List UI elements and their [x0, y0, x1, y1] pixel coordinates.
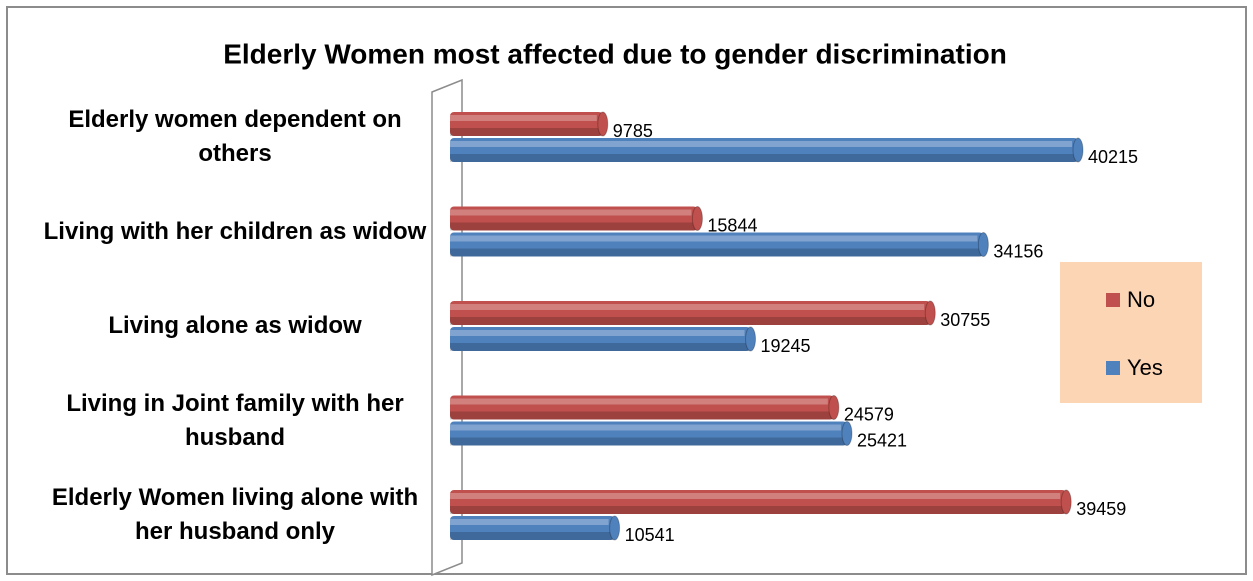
bar [450, 327, 751, 351]
bar-cap [745, 326, 757, 352]
bar-cap [691, 206, 703, 231]
bar-cap [977, 232, 989, 257]
data-label: 19245 [761, 336, 811, 356]
bar-highlight [450, 519, 609, 525]
bar-highlight [450, 115, 597, 121]
data-label: 10541 [625, 525, 675, 545]
bar-shade [450, 506, 1067, 514]
bar-cap [1060, 489, 1072, 515]
bar-highlight [450, 209, 692, 216]
legend-label: No [1127, 287, 1155, 312]
chart-title: Elderly Women most affected due to gende… [223, 38, 1007, 69]
legend-swatch [1106, 293, 1120, 307]
bar-shade [450, 154, 1078, 162]
bar-cap [597, 111, 609, 137]
bar [450, 421, 847, 446]
data-label: 25421 [857, 430, 907, 450]
bar [450, 232, 984, 257]
bar-shade [450, 248, 984, 257]
bar-highlight [450, 304, 925, 310]
category-label: Living alone as widow [108, 312, 362, 339]
bar-shade [450, 343, 751, 351]
data-label: 40215 [1088, 147, 1138, 167]
bar [450, 301, 931, 325]
bar-cap [924, 300, 936, 326]
bar [450, 138, 1078, 162]
bar-highlight [450, 235, 978, 242]
bar [450, 490, 1067, 514]
bar-shade [450, 317, 931, 325]
category-label: Elderly women dependent on others [68, 106, 402, 167]
category-label: Elderly Women living alone with her husb… [51, 484, 419, 545]
bar-shade [450, 128, 603, 136]
bar-highlight [450, 424, 841, 431]
category-label: Living in Joint family with her husband [66, 389, 404, 451]
legend-label: Yes [1127, 355, 1163, 380]
bar-highlight [450, 330, 745, 336]
data-label: 9785 [613, 121, 653, 141]
data-label: 30755 [940, 310, 990, 330]
data-label: 39459 [1076, 499, 1126, 519]
bar-cap [1072, 137, 1084, 163]
bar [450, 395, 834, 420]
bar-highlight [450, 493, 1061, 499]
bar-shade [450, 222, 698, 231]
bar-cap [609, 515, 621, 541]
chart-border [6, 6, 1247, 575]
bar-cap [841, 421, 853, 446]
bar [450, 516, 615, 540]
bar [450, 112, 603, 136]
bar-shade [450, 411, 834, 420]
data-label: 24579 [844, 404, 894, 424]
legend-swatch [1106, 361, 1120, 375]
category-label: Living with her children as widow [43, 217, 427, 245]
legend-box [1060, 262, 1202, 403]
bar-highlight [450, 141, 1072, 147]
axis-wall [431, 78, 463, 577]
bar-highlight [450, 398, 828, 405]
bar-cap [828, 395, 840, 420]
bar-shade [450, 532, 615, 540]
bar [450, 206, 698, 231]
data-label: 15844 [707, 215, 757, 235]
bar-shade [450, 437, 847, 446]
data-label: 34156 [993, 241, 1043, 261]
